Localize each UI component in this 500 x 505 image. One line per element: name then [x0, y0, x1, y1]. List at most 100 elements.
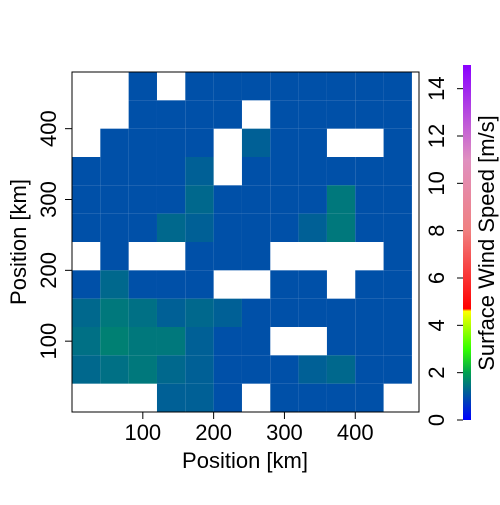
heatmap-cell [270, 213, 299, 242]
heatmap-cell [241, 213, 271, 242]
heatmap-cell [383, 72, 412, 101]
heatmap-cell [383, 213, 412, 242]
colorbar [463, 65, 471, 420]
heatmap-cell [241, 355, 271, 384]
heatmap-cell [383, 100, 412, 129]
heatmap-cell [185, 298, 214, 327]
colorbar-tick-label: 0 [424, 414, 449, 426]
heatmap-cell [241, 242, 271, 271]
heatmap-cell [213, 298, 242, 327]
heatmap-cell [326, 298, 356, 327]
heatmap-cell [241, 298, 271, 327]
x-tick-label: 300 [266, 420, 303, 445]
heatmap-cell [128, 72, 157, 101]
heatmap-cell [241, 327, 271, 356]
heatmap-cell [326, 185, 356, 214]
heatmap-cell [326, 213, 356, 242]
heatmap-cell [298, 213, 327, 242]
y-axis-label: Position [km] [6, 179, 31, 305]
heatmap-cell [156, 327, 186, 356]
heatmap-cell [270, 270, 299, 299]
heatmap-cell [298, 355, 327, 384]
colorbar-tick-label: 12 [424, 124, 449, 148]
heatmap-cell [128, 157, 157, 186]
heatmap-cell [270, 72, 299, 101]
heatmap-cell [298, 298, 327, 327]
heatmap-cell [270, 383, 299, 412]
y-tick-label: 100 [36, 323, 61, 360]
heatmap-cell [100, 327, 129, 356]
heatmap-cell [355, 383, 384, 412]
heatmap-cell [213, 72, 242, 101]
heatmap-cell [355, 213, 384, 242]
heatmap-cell [298, 72, 327, 101]
heatmap-cell [156, 298, 186, 327]
heatmap-cell [128, 355, 157, 384]
heatmap-cell [326, 157, 356, 186]
heatmap-cell [213, 327, 242, 356]
heatmap-cell [298, 185, 327, 214]
heatmap-cell [128, 213, 157, 242]
heatmap-cell [185, 383, 214, 412]
heatmap-cell [156, 100, 186, 129]
heatmap-cell [156, 355, 186, 384]
heatmap-cell [383, 242, 412, 271]
heatmap-cell [298, 100, 327, 129]
heatmap-cell [128, 327, 157, 356]
colorbar-tick-label: 10 [424, 171, 449, 195]
heatmap-cell [270, 355, 299, 384]
heatmap-cell [156, 157, 186, 186]
heatmap-cell [383, 157, 412, 186]
heatmap-cell [72, 270, 101, 299]
heatmap-cell [270, 157, 299, 186]
heatmap-cell [355, 327, 384, 356]
colorbar-tick-label: 14 [424, 76, 449, 100]
heatmap-cell [355, 72, 384, 101]
heatmap-cell [383, 270, 412, 299]
heatmap-cell [72, 327, 101, 356]
heatmap-cell [100, 270, 129, 299]
heatmap-cell [185, 270, 214, 299]
heatmap-cell [326, 100, 356, 129]
heatmap-cell [383, 185, 412, 214]
heatmap-cell [270, 100, 299, 129]
heatmap-cell [156, 185, 186, 214]
heatmap-cell [326, 72, 356, 101]
heatmap-cell [185, 327, 214, 356]
heatmap-cell [72, 185, 101, 214]
heatmap-cell [185, 157, 214, 186]
heatmap-cell [241, 128, 271, 157]
heatmap-cell [298, 383, 327, 412]
heatmap-cell [241, 157, 271, 186]
heatmap-cell [185, 100, 214, 129]
y-tick-label: 400 [36, 110, 61, 147]
heatmap-cell [383, 327, 412, 356]
heatmap-cell [241, 185, 271, 214]
heatmap-cell [213, 355, 242, 384]
heatmap-cell [270, 185, 299, 214]
heatmap-cell [298, 157, 327, 186]
heatmap-cell [100, 213, 129, 242]
heatmap-cell [185, 185, 214, 214]
heatmap-cell [185, 72, 214, 101]
heatmap-cell [355, 355, 384, 384]
heatmap-cell [355, 298, 384, 327]
heatmap-cell [185, 242, 214, 271]
heatmap-cell [72, 298, 101, 327]
heatmap-cell [270, 128, 299, 157]
heatmap-cell [213, 242, 242, 271]
heatmap-cell [156, 213, 186, 242]
heatmap-cell [326, 327, 356, 356]
heatmap-cell [241, 72, 271, 101]
heatmap-cell [355, 157, 384, 186]
heatmap-cell [185, 213, 214, 242]
plot-frame [71, 71, 420, 413]
heatmap-cell [128, 270, 157, 299]
y-tick-label: 300 [36, 181, 61, 218]
heatmap-cell [72, 213, 101, 242]
heatmap-cell [128, 185, 157, 214]
x-axis-label: Position [km] [182, 448, 308, 473]
heatmap-cell [100, 242, 129, 271]
heatmap-cell [298, 270, 327, 299]
